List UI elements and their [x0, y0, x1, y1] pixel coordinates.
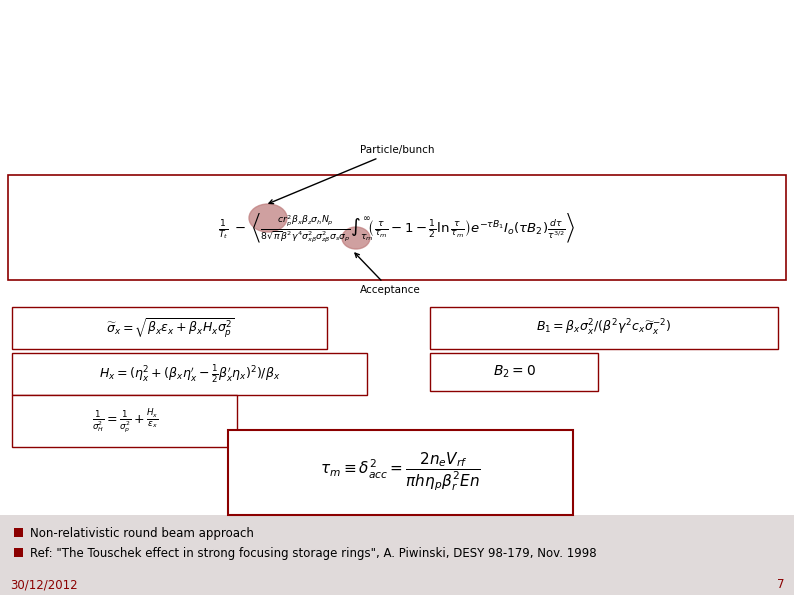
- Bar: [12, 353, 367, 395]
- Bar: [14, 528, 23, 537]
- Text: Non-relativistic round beam approach: Non-relativistic round beam approach: [30, 527, 254, 540]
- Text: $\frac{1}{T_t} \;-\; \left\langle \frac{c r_p^2 \beta_x \beta_z \sigma_h N_p}{8\: $\frac{1}{T_t} \;-\; \left\langle \frac{…: [218, 211, 576, 245]
- Text: $B_2 = 0$: $B_2 = 0$: [492, 364, 535, 380]
- Text: 7: 7: [777, 578, 784, 591]
- Text: $H_x = (\eta_x^2 + (\beta_x \eta_x^{\prime} - \frac{1}{2}\beta_x^{\prime}\eta_x): $H_x = (\eta_x^2 + (\beta_x \eta_x^{\pri…: [99, 363, 281, 385]
- Bar: [430, 353, 598, 391]
- Bar: [0, 515, 794, 595]
- Text: $B_1 = \beta_x \sigma_x^2/(\beta^2\gamma^2 c_x \widetilde{\sigma}_x^{-2})$: $B_1 = \beta_x \sigma_x^2/(\beta^2\gamma…: [537, 318, 672, 338]
- Ellipse shape: [342, 227, 370, 249]
- Text: 30/12/2012: 30/12/2012: [10, 578, 78, 591]
- Text: Ref: "The Touschek effect in strong focusing storage rings", A. Piwinski, DESY 9: Ref: "The Touschek effect in strong focu…: [30, 546, 596, 559]
- Bar: [228, 430, 573, 515]
- Text: Acceptance: Acceptance: [355, 253, 421, 295]
- Bar: [14, 548, 23, 557]
- Bar: [12, 395, 237, 447]
- Ellipse shape: [249, 204, 287, 232]
- Bar: [12, 307, 327, 349]
- Bar: [8, 175, 786, 280]
- Bar: [430, 307, 778, 349]
- Text: Touschek lifetime calculations: Touschek lifetime calculations: [91, 20, 703, 55]
- Text: $\widetilde{\sigma}_x = \sqrt{\beta_x \epsilon_x + \beta_x H_x \sigma_p^2}$: $\widetilde{\sigma}_x = \sqrt{\beta_x \e…: [106, 316, 234, 340]
- Text: $\frac{1}{\sigma_H^2} = \frac{1}{\sigma_p^2} + \frac{H_x}{\epsilon_x}$: $\frac{1}{\sigma_H^2} = \frac{1}{\sigma_…: [91, 407, 158, 435]
- Text: $\tau_m \equiv \delta^2_{acc} = \dfrac{2 n_e V_{rf}}{\pi h \eta_p \beta_r^2 E n}: $\tau_m \equiv \delta^2_{acc} = \dfrac{2…: [320, 450, 480, 493]
- Text: Particle/bunch: Particle/bunch: [269, 145, 434, 203]
